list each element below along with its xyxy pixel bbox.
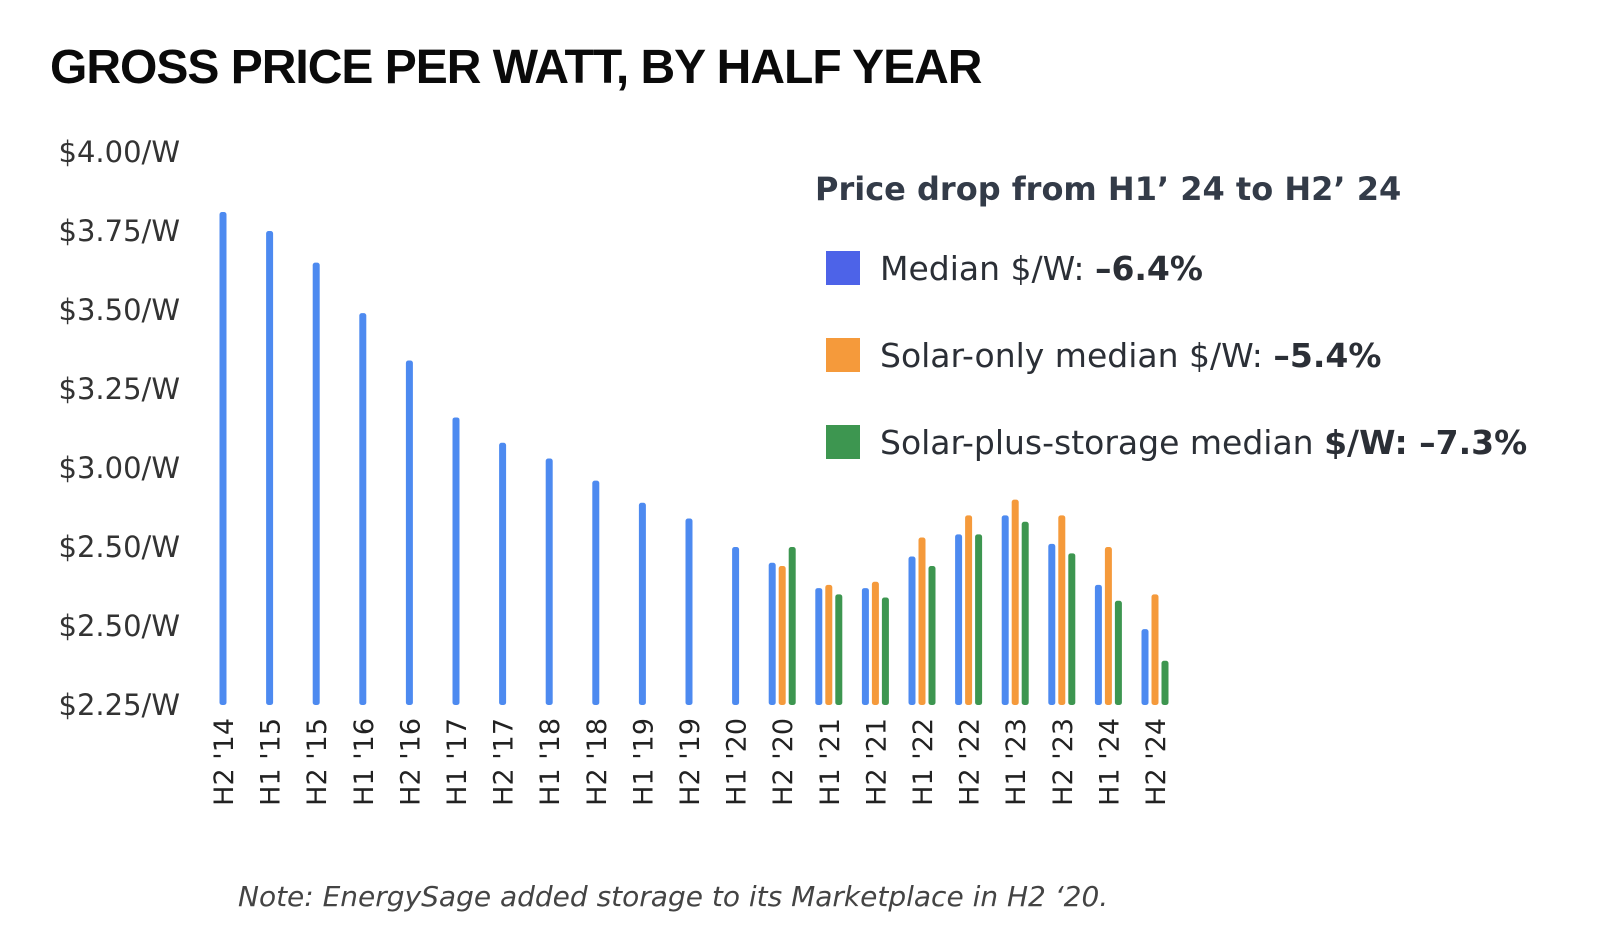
median-bar [861,588,869,705]
solar-plus-storage-bar [788,547,796,705]
x-tick-label: H2 '23 [1048,718,1079,806]
legend-label-solar-plus-storage: Solar-plus-storage median $/W: –7.3% [880,423,1527,462]
solar-plus-storage-bar [1114,600,1122,705]
y-tick-label: $3.25/W [59,372,180,406]
solar-plus-storage-bar [881,597,889,705]
x-tick-label: H2 '14 [209,718,240,806]
x-tick-label: H2 '21 [861,718,892,806]
y-tick-label: $3.50/W [59,293,180,327]
solar-only-bar [1058,515,1066,705]
y-tick-label: $2.50/W [59,609,180,643]
x-tick-label: H1 '17 [442,718,473,806]
legend: Price drop from H1’ 24 to H2’ 24 Median … [815,170,1527,503]
median-bar [405,360,413,705]
solar-only-bar [1104,547,1112,705]
x-tick-label: H1 '16 [349,718,380,806]
solar-only-bar [965,515,973,705]
y-tick-label: $4.00/W [59,135,180,169]
legend-label-solar-only-text: Solar-only median $/W: [880,335,1274,375]
x-tick-label: H1 '23 [1001,718,1032,806]
x-tick-label: H1 '18 [535,718,566,806]
legend-item-median: Median $/W: –6.4% [815,242,1527,294]
y-tick-label: $3.00/W [59,451,180,485]
median-bar [359,313,367,705]
solar-plus-storage-bar [928,565,936,705]
legend-item-solar-only: Solar-only median $/W: –5.4% [815,329,1527,381]
x-tick-label: H1 '22 [908,718,939,806]
median-bar [908,556,916,705]
x-tick-label: H2 '17 [489,718,520,806]
legend-title: Price drop from H1’ 24 to H2’ 24 [815,170,1402,208]
median-bar [1094,584,1102,705]
median-bar [219,212,227,706]
solar-only-bar [918,537,926,705]
legend-label-solar-plus-storage-text: Solar-plus-storage median [880,422,1325,462]
x-tick-label: H2 '15 [302,718,333,806]
median-swatch [826,251,860,285]
footnote: Note: EnergySage added storage to its Ma… [238,880,1109,913]
y-axis-ticks: $4.00/W $3.75/W $3.50/W $3.25/W $3.00/W $2.50… [59,135,180,722]
x-tick-label: H1 '15 [256,718,287,806]
median-bar [815,588,823,705]
median-bar [312,262,320,705]
median-bar [955,534,963,705]
chart-bars [219,212,1169,706]
solar-plus-storage-bar [975,534,983,705]
x-tick-label: H2 '22 [955,718,986,806]
x-tick-label: H1 '24 [1094,718,1125,806]
median-bar [499,442,507,705]
x-tick-label: H1 '20 [722,718,753,806]
x-tick-label: H2 '16 [395,718,426,806]
solar-only-bar [1011,499,1019,705]
y-tick-label: $3.75/W [59,214,180,248]
x-axis-ticks: H2 '14 H1 '15 H2 '15 H1 '16 H2 '16 H1 '17 H2 '… [209,718,1172,806]
legend-value-median: –6.4% [1094,248,1203,288]
solar-only-bar [778,565,786,705]
median-bar [545,458,553,705]
x-tick-label: H1 '19 [628,718,659,806]
y-tick-label: $2.25/W [59,688,180,722]
y-tick-label: $2.50/W [59,530,180,564]
legend-item-solar-plus-storage: Solar-plus-storage median $/W: –7.3% [815,416,1527,468]
median-bar [1001,515,1009,705]
median-bar [638,502,646,705]
x-tick-label: H2 '24 [1141,718,1172,806]
x-tick-label: H2 '18 [582,718,613,806]
x-tick-label: H1 '21 [815,718,846,806]
legend-value-solar-plus-storage: $/W: –7.3% [1324,422,1528,462]
median-bar [1048,543,1056,705]
solar-plus-storage-swatch [826,425,860,459]
legend-value-solar-only: –5.4% [1273,335,1382,375]
median-bar [685,518,693,705]
solar-only-bar [871,581,879,705]
legend-label-solar-only: Solar-only median $/W: –5.4% [880,336,1381,375]
median-bar [732,547,740,705]
median-bar [768,562,776,705]
median-bar [452,417,460,705]
solar-plus-storage-bar [1021,521,1029,705]
solar-plus-storage-bar [1068,553,1076,705]
solar-plus-storage-bar [835,594,843,705]
chart-title: GROSS PRICE PER WATT, BY HALF YEAR [50,41,982,94]
solar-plus-storage-bar [1161,660,1169,705]
median-bar [266,231,274,705]
x-tick-label: H2 '20 [768,718,799,806]
solar-only-bar [825,584,833,705]
x-tick-label: H2 '19 [675,718,706,806]
median-bar [1141,629,1149,705]
solar-only-bar [1151,594,1159,705]
median-bar [592,480,600,705]
legend-label-median: Median $/W: –6.4% [880,249,1203,288]
legend-label-median-text: Median $/W: [880,248,1095,288]
solar-only-swatch [826,338,860,372]
